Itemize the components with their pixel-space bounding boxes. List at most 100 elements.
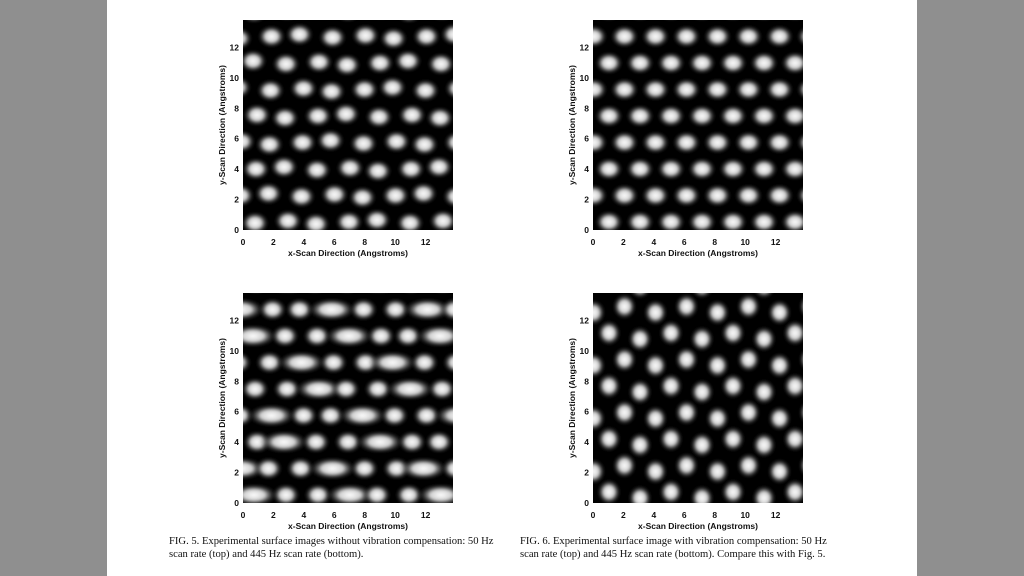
atom-blob [243, 49, 267, 73]
atom-blob [333, 53, 361, 77]
atom-blob [796, 132, 803, 153]
atom-blob [595, 157, 623, 181]
x-tick-10: 10 [390, 510, 400, 520]
atom-blob [767, 405, 792, 432]
atom-blob [734, 131, 763, 154]
fig6-caption-line1: FIG. 6. Experimental surface image with … [520, 536, 827, 547]
atom-blob [243, 103, 271, 127]
atom-blob [602, 20, 616, 22]
atom-blob [441, 457, 453, 480]
y-tick-0: 0 [234, 225, 239, 235]
atom-blob [612, 293, 637, 320]
atom-blob [308, 293, 322, 295]
y-tick-4: 4 [584, 437, 589, 447]
atom-blob [301, 0, 329, 20]
atom-blob [703, 78, 732, 101]
x-tick-0: 0 [241, 237, 246, 247]
atom-blob [243, 184, 255, 207]
atom-blob [798, 296, 803, 317]
atom-blob [394, 49, 422, 73]
atom-blob [664, 20, 678, 22]
atom-blob [626, 51, 654, 75]
atom-blob [726, 20, 740, 22]
atom-blob [695, 20, 709, 22]
atom-blob [260, 430, 308, 454]
x-tick-2: 2 [271, 510, 276, 520]
atom-blob [412, 404, 441, 427]
atom-blob [270, 155, 298, 179]
y-tick-10: 10 [230, 346, 240, 356]
atom-blob [610, 78, 639, 101]
atom-blob [796, 26, 803, 47]
atom-blob [411, 79, 440, 102]
atom-blob [442, 185, 453, 208]
atom-blob [705, 352, 730, 379]
atom-blob [318, 26, 347, 49]
atom-blob [304, 483, 332, 503]
atom-blob [403, 298, 452, 321]
x-tick-8: 8 [712, 237, 717, 247]
atom-blob [593, 458, 606, 485]
atom-blob [277, 351, 326, 374]
atom-blob [633, 20, 647, 22]
atom-blob [398, 20, 420, 24]
atom-blob [379, 27, 408, 50]
y-tick-0: 0 [234, 498, 239, 508]
atom-blob [719, 104, 747, 128]
fig5-bottom-panel: 0 2 4 6 8 10 12 0 2 4 6 8 10 12 x-S [217, 283, 467, 533]
atom-blob [736, 346, 761, 373]
y-axis-label: y-Scan Direction (Angstroms) [567, 65, 577, 185]
y-axis-ticks: 0 2 4 6 8 10 12 [230, 315, 240, 508]
atom-blob [442, 351, 453, 374]
atom-blob [332, 377, 360, 401]
atom-blob [435, 20, 449, 22]
atom-blob [597, 479, 621, 503]
atom-blob [765, 25, 794, 48]
atom-blob [595, 104, 623, 128]
fig6-bottom-plot: 0 2 4 6 8 10 12 0 2 4 6 8 10 12 x-S [567, 293, 803, 531]
atom-blob [295, 377, 343, 401]
atom-blob [325, 324, 373, 348]
atom-blob [382, 130, 411, 153]
atom-blob [399, 457, 448, 480]
atom-blob [417, 483, 453, 503]
atom-blob [703, 131, 732, 154]
atom-blob [690, 379, 714, 405]
atom-blob [243, 20, 265, 24]
atom-blob [628, 432, 652, 458]
atom-blob [672, 184, 701, 207]
atom-blob [657, 51, 685, 75]
atom-blob [719, 157, 747, 181]
atom-blob [643, 458, 668, 485]
x-axis-ticks: 0 2 4 6 8 10 12 [241, 237, 431, 247]
x-tick-10: 10 [740, 237, 750, 247]
atom-blob [381, 184, 410, 207]
x-tick-10: 10 [390, 237, 400, 247]
atom-blob [304, 104, 332, 128]
y-tick-12: 12 [580, 42, 590, 52]
atom-blob [721, 426, 745, 452]
atom-blob [356, 430, 404, 454]
x-tick-8: 8 [362, 510, 367, 520]
y-tick-0: 0 [584, 225, 589, 235]
fig5-caption: FIG. 5. Experimental surface images with… [169, 535, 509, 561]
atom-blob [426, 106, 453, 130]
atom-blob [326, 483, 374, 503]
y-tick-2: 2 [234, 468, 239, 478]
atom-blob [628, 379, 652, 405]
atom-blob [364, 159, 392, 183]
atom-blob [593, 131, 608, 154]
fig6-top-panel: 0 2 4 6 8 10 12 0 2 4 6 8 10 12 x-S [567, 10, 817, 260]
atom-blob [307, 298, 356, 321]
atom-blob [643, 352, 668, 379]
y-tick-12: 12 [230, 315, 240, 325]
atom-blob [781, 210, 803, 230]
x-tick-12: 12 [771, 510, 781, 520]
atom-blob [674, 399, 699, 426]
x-tick-4: 4 [302, 510, 307, 520]
atom-blob [703, 25, 732, 48]
atom-blob [688, 157, 716, 181]
atom-blob [734, 25, 763, 48]
atom-blob [288, 131, 317, 154]
x-tick-12: 12 [771, 237, 781, 247]
